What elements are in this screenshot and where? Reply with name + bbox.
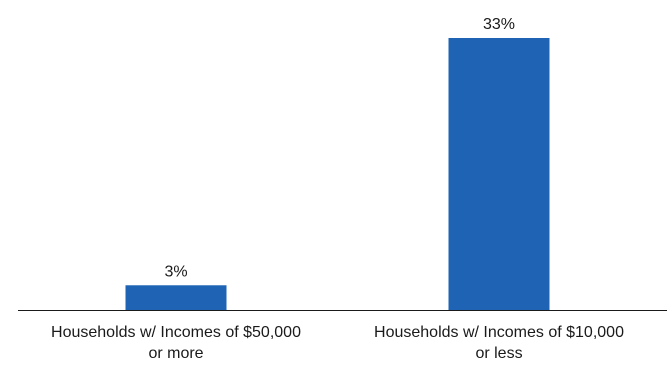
x-tick-label-2-line-2: or less: [475, 345, 522, 362]
x-tick-label-1-line-2: or more: [148, 345, 203, 362]
data-labels-group: 3% 33%: [164, 16, 515, 280]
x-tick-label-2-line-1: Households w/ Incomes of $10,000: [374, 324, 624, 341]
x-tick-label-2: Households w/ Incomes of $10,000 or less: [374, 324, 624, 362]
x-tick-label-1-line-1: Households w/ Incomes of $50,000: [51, 324, 301, 341]
bars-group: [125, 38, 550, 310]
bar-1: [125, 285, 227, 310]
data-label-2: 33%: [483, 16, 515, 33]
x-tick-label-1: Households w/ Incomes of $50,000 or more: [51, 324, 301, 362]
x-tick-labels-group: Households w/ Incomes of $50,000 or moreH…: [51, 324, 624, 362]
bar-2: [448, 38, 550, 310]
data-label-1: 3%: [164, 263, 187, 280]
